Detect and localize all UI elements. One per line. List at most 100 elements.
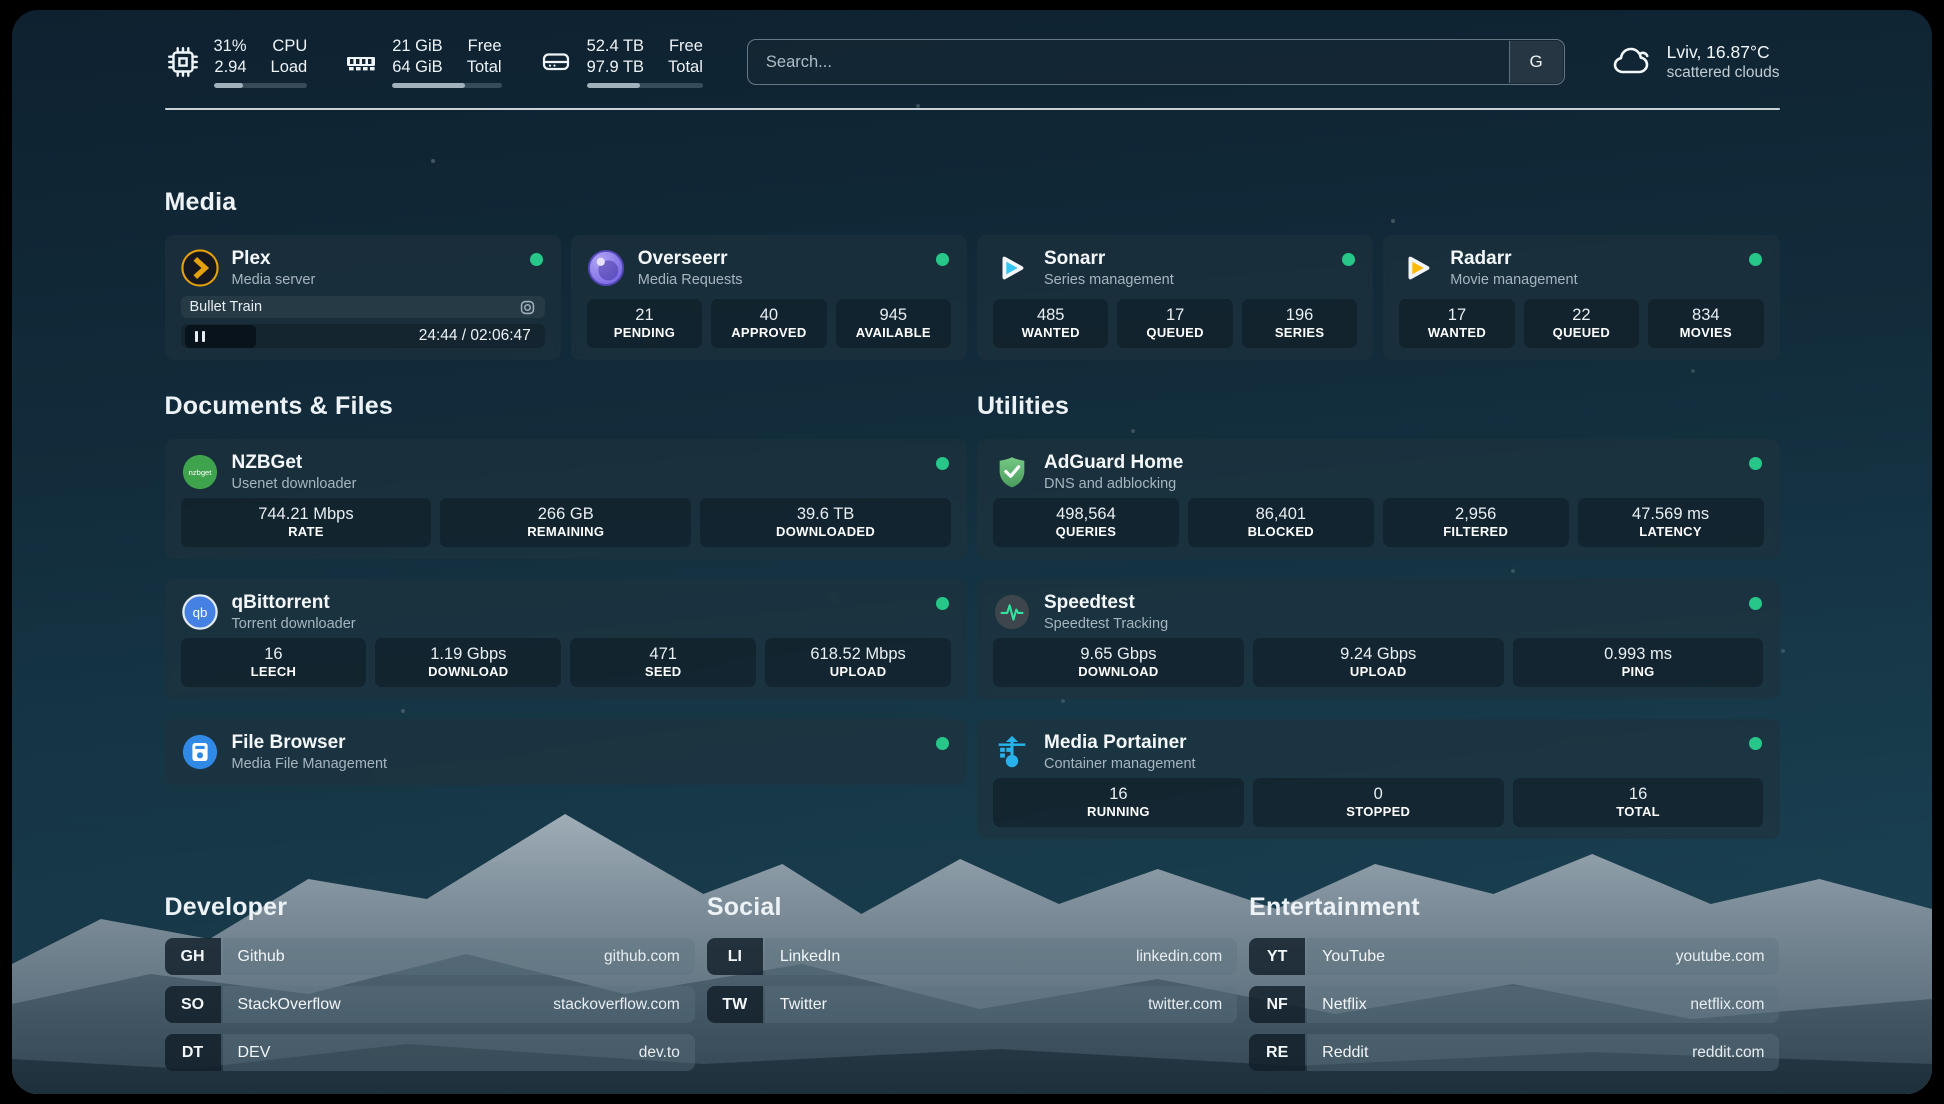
- bookmark-url: twitter.com: [1148, 995, 1223, 1013]
- card-title: Overseerr: [637, 248, 728, 269]
- card-subtitle: Speedtest Tracking: [1044, 616, 1169, 632]
- stat-series: 196 SERIES: [1241, 299, 1358, 348]
- bookmark-name: StackOverflow: [237, 995, 341, 1013]
- section-documents: Documents & Files nzbget NZBGet Usen: [164, 392, 967, 785]
- dashboard: 31% 2.94 CPU Load: [12, 10, 1932, 1094]
- card-nzbget[interactable]: nzbget NZBGet Usenet downloader 7: [164, 439, 967, 559]
- sonarr-icon: [1002, 256, 1024, 280]
- card-title: Media Portainer: [1044, 732, 1187, 753]
- stat-queries: 498,564 QUERIES: [993, 498, 1179, 547]
- stat-download: 9.65 Gbps DOWNLOAD: [993, 638, 1244, 687]
- section-entertainment: Entertainment YT YouTube youtube.com NF …: [1249, 893, 1780, 1082]
- search-bar: G: [746, 39, 1565, 85]
- memory-icon: [347, 57, 376, 71]
- mountain-background: [12, 814, 1932, 1094]
- stat-pending: 21 PENDING: [586, 299, 703, 348]
- bookmark-github[interactable]: GH Github github.com: [164, 938, 695, 975]
- stat-leech: 16 LEECH: [180, 638, 367, 687]
- bookmark-url: netflix.com: [1690, 995, 1765, 1013]
- bookmark-twitter[interactable]: TW Twitter twitter.com: [706, 986, 1238, 1023]
- stat-total: 16 TOTAL: [1512, 778, 1764, 827]
- section-title-media: Media: [164, 188, 237, 216]
- card-filebrowser[interactable]: File Browser Media File Management: [164, 719, 967, 785]
- header-divider: [164, 108, 1780, 110]
- bookmark-youtube[interactable]: YT YouTube youtube.com: [1249, 938, 1780, 975]
- bookmark-abbr: TW: [706, 986, 763, 1023]
- card-title: Radarr: [1450, 248, 1512, 269]
- bookmark-url: github.com: [604, 947, 680, 965]
- radarr-icon: [1408, 256, 1430, 280]
- disk-icon: [542, 53, 569, 71]
- card-title: Sonarr: [1044, 248, 1106, 269]
- card-subtitle: Media Requests: [637, 272, 743, 288]
- stat-upload: 9.24 Gbps UPLOAD: [1252, 638, 1504, 687]
- bookmark-netflix[interactable]: NF Netflix netflix.com: [1249, 986, 1780, 1023]
- search-provider-button[interactable]: G: [1508, 41, 1563, 83]
- section-utilities: Utilities AdGuard Home: [977, 392, 1780, 839]
- pause-icon: [194, 330, 198, 342]
- stat-approved: 40 APPROVED: [711, 299, 827, 348]
- session-icon: [520, 300, 534, 314]
- card-subtitle: Torrent downloader: [231, 616, 356, 632]
- playback-elapsed-pill: [184, 324, 256, 348]
- stat-latency: 47.569 ms LATENCY: [1577, 498, 1764, 547]
- cpu-load-value: 2.94: [214, 58, 247, 76]
- svg-text:nzbget: nzbget: [188, 468, 212, 477]
- status-dot: [1748, 597, 1762, 610]
- playback-time: 24:44 / 02:06:47: [418, 327, 531, 345]
- status-dot: [1748, 253, 1762, 266]
- memory-total-label: Total: [466, 58, 502, 76]
- status-dot: [936, 737, 949, 750]
- card-title: AdGuard Home: [1044, 452, 1184, 473]
- memory-progress-fill: [392, 83, 466, 88]
- search-input[interactable]: [746, 39, 1565, 85]
- card-title: Plex: [231, 248, 271, 269]
- stat-download: 1.19 Gbps DOWNLOAD: [375, 638, 562, 687]
- card-portainer[interactable]: Media Portainer Container management 16 …: [977, 719, 1780, 839]
- bookmark-name: YouTube: [1322, 947, 1386, 965]
- memory-free-value: 21 GiB: [392, 37, 443, 55]
- cpu-usage-label: CPU: [272, 37, 308, 55]
- card-subtitle: Movie management: [1450, 272, 1578, 288]
- filebrowser-icon: [182, 734, 217, 770]
- snow-specks: [12, 10, 14, 12]
- status-dot: [529, 253, 543, 266]
- weather-widget: Lviv, 16.87°C scattered clouds: [1609, 40, 1780, 84]
- card-title: Speedtest: [1044, 592, 1135, 613]
- section-developer: Developer GH Github github.com SO StackO…: [164, 893, 695, 1082]
- card-subtitle: Series management: [1044, 272, 1174, 288]
- status-bar: 31% 2.94 CPU Load: [165, 36, 1780, 88]
- card-sonarr[interactable]: Sonarr Series management 485 WANTED 1: [977, 235, 1374, 360]
- card-radarr[interactable]: Radarr Movie management 17 WANTED 22: [1383, 235, 1780, 360]
- card-subtitle: Media File Management: [231, 756, 388, 772]
- card-overseerr[interactable]: Overseerr Media Requests 21 PENDING 4: [570, 235, 967, 360]
- bookmark-url: reddit.com: [1692, 1043, 1765, 1061]
- cpu-load-label: Load: [270, 58, 308, 76]
- status-dot: [1748, 737, 1762, 750]
- bookmark-linkedin[interactable]: LI LinkedIn linkedin.com: [706, 938, 1238, 975]
- disk-total-value: 97.9 TB: [586, 58, 645, 76]
- bookmark-stackoverflow[interactable]: SO StackOverflow stackoverflow.com: [164, 986, 695, 1023]
- now-playing-row: Bullet Train: [180, 296, 545, 319]
- status-dot: [1342, 253, 1356, 266]
- card-title: File Browser: [231, 732, 346, 753]
- status-dot: [1748, 457, 1762, 470]
- bookmark-reddit[interactable]: RE Reddit reddit.com: [1249, 1034, 1780, 1071]
- card-speedtest[interactable]: Speedtest Speedtest Tracking 9.65 Gbps D…: [977, 579, 1780, 699]
- card-adguard[interactable]: AdGuard Home DNS and adblocking 498,564 …: [977, 439, 1780, 559]
- stat-rate: 744.21 Mbps RATE: [180, 498, 432, 547]
- disk-progress-track: [586, 83, 703, 88]
- stat-running: 16 RUNNING: [993, 778, 1244, 827]
- bookmark-name: Reddit: [1322, 1043, 1369, 1061]
- bookmark-abbr: GH: [164, 938, 221, 975]
- bookmark-dev[interactable]: DT DEV dev.to: [164, 1034, 695, 1071]
- card-plex[interactable]: Plex Media server Bullet Train: [164, 235, 561, 360]
- bookmark-abbr: SO: [164, 986, 221, 1023]
- stat-available: 945 AVAILABLE: [835, 299, 952, 348]
- memory-widget: 21 GiB 64 GiB Free Total: [343, 36, 502, 88]
- card-qbittorrent[interactable]: qb qBittorrent Torrent downloader: [164, 579, 967, 699]
- playback-progress-row: 24:44 / 02:06:47: [180, 324, 545, 348]
- bookmark-abbr: RE: [1249, 1034, 1306, 1071]
- nzbget-icon: nzbget: [182, 454, 217, 490]
- section-title-social: Social: [706, 893, 782, 921]
